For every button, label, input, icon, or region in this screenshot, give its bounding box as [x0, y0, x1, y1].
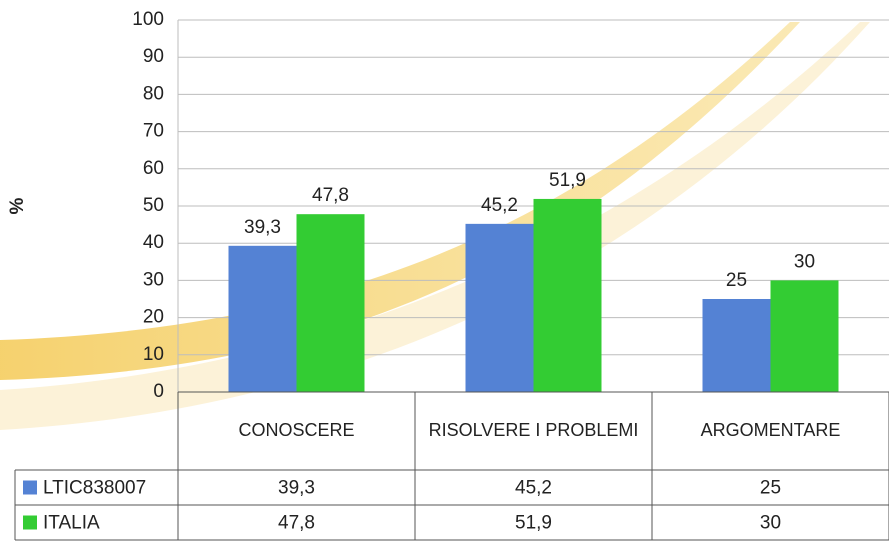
y-tick-label: 80 — [143, 83, 164, 104]
bar — [296, 214, 365, 392]
y-tick-label: 60 — [143, 158, 164, 179]
legend-key — [23, 515, 37, 530]
decor-swoosh-light — [0, 22, 870, 430]
y-tick-label: 10 — [143, 344, 164, 365]
table-cell: 47,8 — [278, 513, 315, 534]
x-tick-label: CONOSCERE — [238, 420, 355, 441]
decor-swoosh — [0, 22, 800, 380]
table-cell: 51,9 — [515, 513, 552, 534]
table-cell: 39,3 — [278, 478, 315, 499]
category-cell: ARGOMENTARE — [700, 420, 841, 441]
y-tick-label: 70 — [143, 121, 164, 142]
y-axis-label: % — [7, 197, 28, 214]
category-cell: CONOSCERE — [238, 420, 355, 441]
bar — [228, 245, 297, 392]
table-cell: 30 — [760, 513, 781, 534]
y-tick-label: 50 — [143, 195, 164, 216]
y-tick-label: 20 — [143, 307, 164, 328]
bar — [533, 198, 602, 392]
x-tick-label: ARGOMENTARE — [700, 420, 841, 441]
data-label: 25 — [726, 270, 747, 291]
legend-label: LTIC838007 — [43, 478, 146, 499]
category-cell: RISOLVERE I PROBLEMI — [428, 420, 639, 441]
data-label: 39,3 — [244, 217, 281, 238]
data-label: 51,9 — [549, 170, 586, 191]
legend-key — [23, 480, 37, 495]
bar — [702, 299, 771, 392]
table-cell: 45,2 — [515, 478, 552, 499]
y-tick-label: 30 — [143, 269, 164, 290]
bar — [465, 223, 534, 392]
table-cell: 25 — [760, 478, 781, 499]
y-tick-label: 90 — [143, 46, 164, 67]
data-label: 47,8 — [312, 185, 349, 206]
y-tick-label: 40 — [143, 232, 164, 253]
x-tick-label: RISOLVERE I PROBLEMI — [428, 420, 639, 441]
bar — [770, 280, 839, 392]
data-label: 30 — [794, 251, 815, 272]
data-label: 45,2 — [481, 195, 518, 216]
y-tick-label: 100 — [132, 9, 164, 30]
y-tick-label: 0 — [153, 381, 164, 402]
legend-label: ITALIA — [43, 513, 100, 534]
